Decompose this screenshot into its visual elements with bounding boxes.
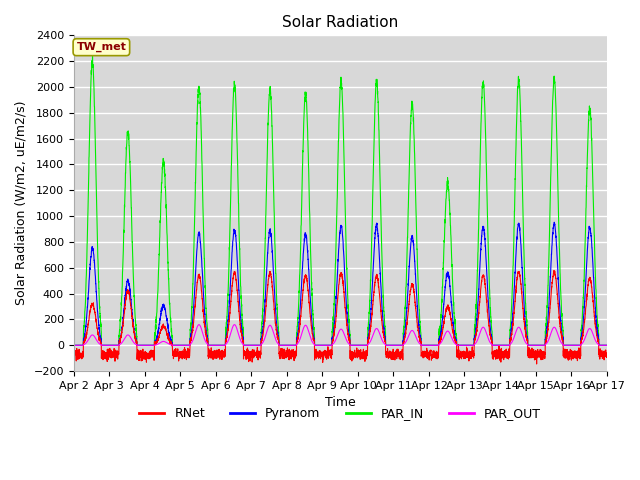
Line: PAR_OUT: PAR_OUT bbox=[74, 324, 607, 345]
Line: RNet: RNet bbox=[74, 271, 607, 364]
Pyranom bbox=[602, 342, 610, 348]
PAR_IN bbox=[89, 53, 97, 59]
Pyranom bbox=[490, 342, 497, 348]
Pyranom bbox=[550, 219, 558, 225]
PAR_OUT bbox=[430, 342, 438, 348]
PAR_IN bbox=[70, 342, 77, 348]
Pyranom bbox=[320, 342, 328, 348]
Y-axis label: Solar Radiation (W/m2, uE/m2/s): Solar Radiation (W/m2, uE/m2/s) bbox=[15, 101, 28, 305]
PAR_OUT bbox=[321, 342, 328, 348]
Title: Solar Radiation: Solar Radiation bbox=[282, 15, 398, 30]
RNet bbox=[166, 337, 173, 343]
PAR_IN bbox=[166, 300, 173, 306]
PAR_OUT bbox=[602, 342, 610, 348]
PAR_IN bbox=[602, 342, 610, 348]
PAR_OUT bbox=[166, 341, 173, 347]
RNet bbox=[430, 348, 438, 354]
PAR_IN bbox=[321, 342, 328, 348]
RNet bbox=[532, 361, 540, 367]
PAR_OUT bbox=[460, 342, 467, 348]
RNet bbox=[70, 347, 77, 353]
RNet bbox=[490, 348, 497, 354]
RNet bbox=[460, 349, 467, 355]
PAR_IN bbox=[460, 342, 467, 348]
Line: Pyranom: Pyranom bbox=[74, 222, 607, 345]
PAR_OUT bbox=[70, 342, 77, 348]
RNet bbox=[550, 268, 557, 274]
Line: PAR_IN: PAR_IN bbox=[74, 56, 607, 345]
Pyranom bbox=[603, 342, 611, 348]
RNet bbox=[320, 352, 328, 358]
RNet bbox=[602, 352, 610, 358]
Pyranom bbox=[70, 342, 77, 348]
Pyranom bbox=[460, 342, 467, 348]
PAR_OUT bbox=[195, 322, 203, 327]
PAR_IN bbox=[430, 342, 438, 348]
PAR_OUT bbox=[603, 342, 611, 348]
PAR_IN bbox=[490, 342, 497, 348]
RNet bbox=[603, 352, 611, 358]
PAR_IN bbox=[603, 342, 611, 348]
Pyranom bbox=[166, 332, 173, 338]
X-axis label: Time: Time bbox=[324, 396, 356, 409]
Pyranom bbox=[430, 342, 438, 348]
PAR_OUT bbox=[490, 342, 497, 348]
Legend: RNet, Pyranom, PAR_IN, PAR_OUT: RNet, Pyranom, PAR_IN, PAR_OUT bbox=[134, 402, 546, 425]
Text: TW_met: TW_met bbox=[76, 42, 126, 52]
